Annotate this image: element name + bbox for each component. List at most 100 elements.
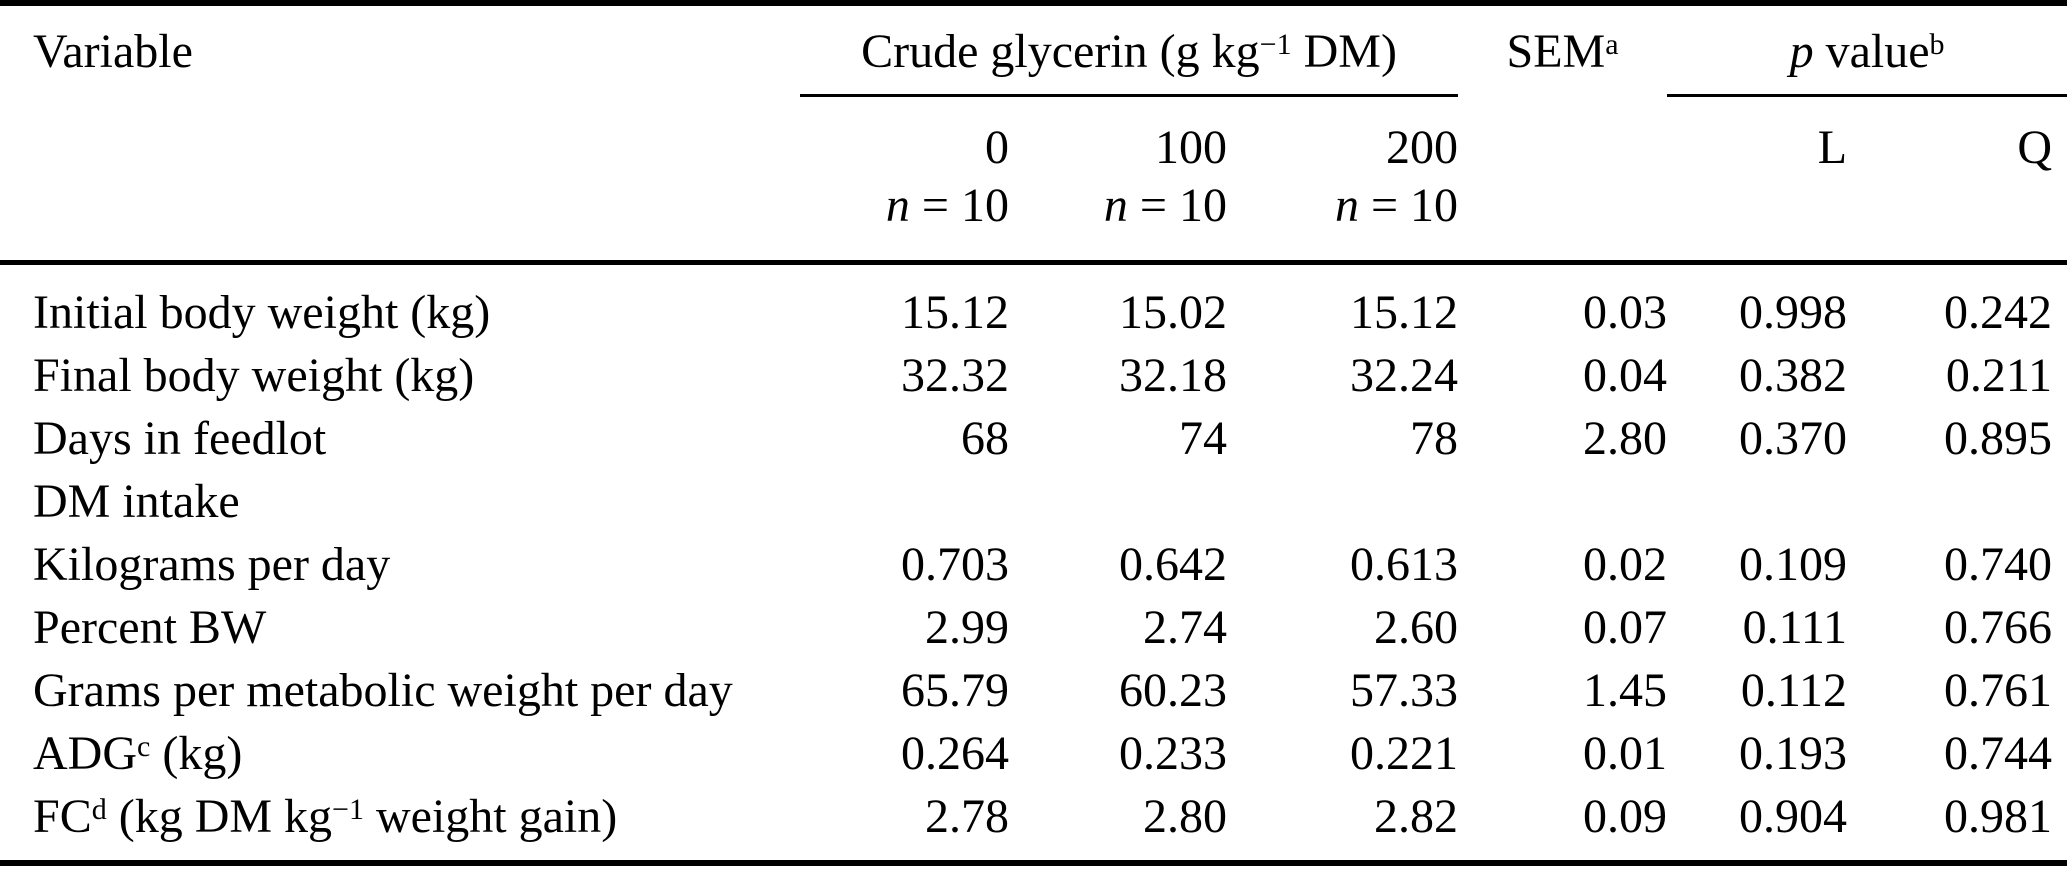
dose-0-level: 0 bbox=[985, 121, 1009, 174]
cell-sem: 0.04 bbox=[1583, 349, 1668, 402]
cell-dose-0: 0.703 bbox=[901, 538, 1009, 591]
cell-dose-0 bbox=[800, 470, 1009, 533]
row-label: Percent BW bbox=[0, 596, 800, 659]
cell-dose-100: 2.74 bbox=[1143, 601, 1227, 654]
cell-sem: 0.03 bbox=[1583, 286, 1668, 339]
cell-dose-0: 32.32 bbox=[901, 349, 1009, 402]
cell-p-quadratic bbox=[1847, 470, 2067, 533]
header-group-row: Variable Crude glycerin (g kg−1 DM) SEMa… bbox=[0, 3, 2067, 97]
table-body: Initial body weight (kg) 15.12 15.02 15.… bbox=[0, 262, 2067, 864]
cell-dose-100: 2.80 bbox=[1143, 790, 1227, 843]
cell-dose-0: 0.264 bbox=[901, 727, 1009, 780]
n-equals-value: = 10 bbox=[909, 179, 1009, 232]
row-label-text: (kg) bbox=[150, 727, 243, 780]
table-row-percent-bw: Percent BW 2.99 2.74 2.60 0.07 0.111 0.7… bbox=[0, 596, 2067, 659]
cell-dose-0: 65.79 bbox=[901, 664, 1009, 717]
row-label-text: weight gain) bbox=[363, 790, 618, 843]
row-label: Grams per metabolic weight per day bbox=[0, 659, 800, 722]
cell-sem: 2.80 bbox=[1583, 412, 1668, 465]
cell-dose-100: 0.233 bbox=[1119, 727, 1227, 780]
table-row-grams-per-metabolic-weight: Grams per metabolic weight per day 65.79… bbox=[0, 659, 2067, 722]
col-header-variable: Variable bbox=[0, 3, 800, 96]
cell-dose-100: 0.642 bbox=[1119, 538, 1227, 591]
sample-size-dose-100: n = 10 bbox=[1009, 173, 1227, 263]
footnote-marker-a: a bbox=[1605, 28, 1619, 62]
col-header-dose-100: 100 bbox=[1009, 96, 1227, 174]
cell-dose-200: 57.33 bbox=[1350, 664, 1459, 717]
table-row-initial-body-weight: Initial body weight (kg) 15.12 15.02 15.… bbox=[0, 263, 2067, 345]
spacer-cell bbox=[0, 173, 800, 263]
p-italic: p bbox=[1789, 25, 1814, 78]
row-label: FCd (kg DM kg−1 weight gain) bbox=[0, 785, 800, 863]
cell-p-linear: 0.998 bbox=[1739, 286, 1848, 339]
sample-size-dose-0: n = 10 bbox=[800, 173, 1009, 263]
linear-contrast-label: L bbox=[1817, 121, 1848, 174]
cell-dose-200: 2.82 bbox=[1374, 790, 1459, 843]
cell-p-linear: 0.112 bbox=[1740, 664, 1848, 717]
unit-exponent-superscript: −1 bbox=[1259, 28, 1292, 62]
table-row-fc: FCd (kg DM kg−1 weight gain) 2.78 2.80 2… bbox=[0, 785, 2067, 863]
group-header-crude-glycerin: Crude glycerin (g kg−1 DM) bbox=[800, 3, 1459, 97]
cell-dose-200 bbox=[1227, 470, 1458, 533]
sample-size-dose-200: n = 10 bbox=[1227, 173, 1458, 263]
cell-dose-200: 2.60 bbox=[1374, 601, 1459, 654]
row-label: DM intake bbox=[0, 470, 800, 533]
crude-glycerin-unit-suffix: DM) bbox=[1291, 25, 1397, 78]
cell-dose-100: 60.23 bbox=[1119, 664, 1227, 717]
row-label-text: ADG bbox=[33, 727, 137, 780]
n-equals-value: = 10 bbox=[1358, 179, 1459, 232]
cell-p-linear bbox=[1667, 470, 1847, 533]
cell-sem: 1.45 bbox=[1583, 664, 1668, 717]
col-header-dose-200: 200 bbox=[1227, 96, 1458, 174]
row-label-text: Kilograms per day bbox=[33, 538, 391, 591]
spacer-cell bbox=[1458, 173, 1667, 263]
table-row-dm-intake-section: DM intake bbox=[0, 470, 2067, 533]
row-label: ADGc (kg) bbox=[0, 722, 800, 785]
cell-p-quadratic: 0.211 bbox=[1945, 349, 2053, 402]
col-header-dose-0: 0 bbox=[800, 96, 1009, 174]
cell-p-quadratic: 0.744 bbox=[1944, 727, 2053, 780]
cell-p-quadratic: 0.981 bbox=[1944, 790, 2053, 843]
footnote-marker-d: d bbox=[91, 793, 107, 827]
cell-dose-0: 2.78 bbox=[925, 790, 1009, 843]
n-equals-value: = 10 bbox=[1127, 179, 1227, 232]
row-label: Kilograms per day bbox=[0, 533, 800, 596]
spacer-cell bbox=[1847, 173, 2067, 263]
p-value-text: value bbox=[1813, 25, 1930, 78]
table-row-days-in-feedlot: Days in feedlot 68 74 78 2.80 0.370 0.89… bbox=[0, 407, 2067, 470]
cell-dose-200: 0.613 bbox=[1350, 538, 1459, 591]
row-label-text: (kg DM kg bbox=[106, 790, 333, 843]
n-italic: n bbox=[1103, 179, 1128, 232]
row-label: Days in feedlot bbox=[0, 407, 800, 470]
group-header-p-value: p valueb bbox=[1667, 3, 2067, 97]
row-label-text: Days in feedlot bbox=[33, 412, 327, 465]
spacer-cell bbox=[0, 96, 800, 174]
dose-200-level: 200 bbox=[1386, 121, 1459, 174]
cell-sem: 0.07 bbox=[1583, 601, 1668, 654]
cell-p-quadratic: 0.761 bbox=[1944, 664, 2053, 717]
cell-p-linear: 0.382 bbox=[1739, 349, 1848, 402]
variable-header-text: Variable bbox=[33, 25, 193, 78]
footnote-marker-c: c bbox=[137, 730, 151, 764]
cell-p-quadratic: 0.740 bbox=[1944, 538, 2053, 591]
crude-glycerin-text: Crude glycerin (g kg bbox=[861, 25, 1260, 78]
cell-sem: 0.01 bbox=[1583, 727, 1668, 780]
header-dose-row: 0 100 200 L Q bbox=[0, 96, 2067, 174]
table-row-kilograms-per-day: Kilograms per day 0.703 0.642 0.613 0.02… bbox=[0, 533, 2067, 596]
quadratic-contrast-label: Q bbox=[2017, 121, 2053, 174]
row-label-text: Initial body weight (kg) bbox=[33, 286, 491, 339]
n-italic: n bbox=[1334, 179, 1359, 232]
unit-exponent-superscript: −1 bbox=[332, 793, 364, 827]
col-header-linear-contrast: L bbox=[1667, 96, 1847, 174]
row-label-text: Grams per metabolic weight per day bbox=[33, 664, 733, 717]
footnote-marker-b: b bbox=[1929, 28, 1945, 62]
cell-p-linear: 0.370 bbox=[1739, 412, 1848, 465]
cell-dose-0: 68 bbox=[961, 412, 1009, 465]
cell-sem: 0.09 bbox=[1583, 790, 1668, 843]
row-label-text: FC bbox=[33, 790, 92, 843]
col-header-quadratic-contrast: Q bbox=[1847, 96, 2067, 174]
spacer-cell bbox=[1458, 96, 1667, 174]
cell-p-linear: 0.109 bbox=[1739, 538, 1848, 591]
cell-p-quadratic: 0.766 bbox=[1944, 601, 2053, 654]
